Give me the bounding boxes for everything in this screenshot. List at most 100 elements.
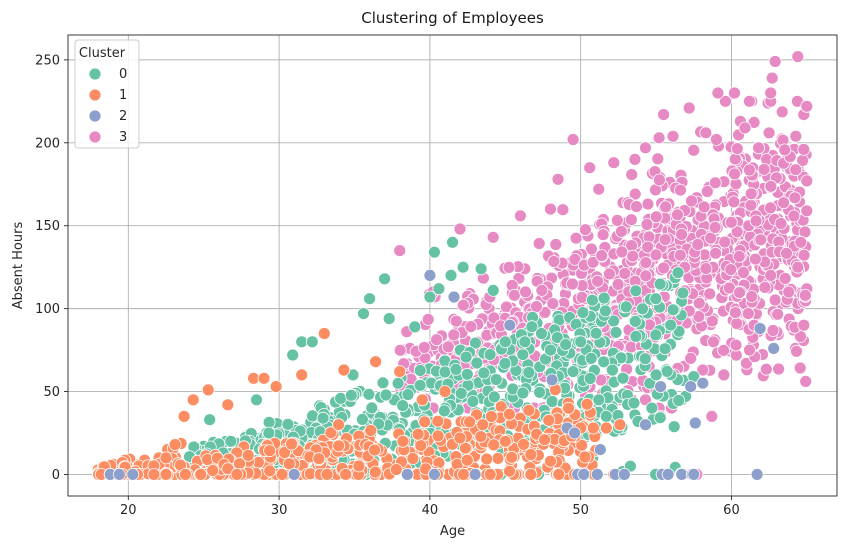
point-cluster-0	[597, 291, 611, 305]
point-cluster-3	[764, 201, 777, 215]
point-cluster-3	[691, 238, 705, 251]
point-cluster-3	[502, 260, 516, 274]
point-cluster-0	[627, 396, 641, 410]
point-cluster-3	[791, 50, 805, 63]
point-cluster-0	[660, 364, 674, 378]
point-cluster-1	[221, 398, 235, 412]
point-cluster-3	[682, 101, 696, 115]
point-cluster-3	[745, 290, 759, 303]
point-cluster-1	[599, 421, 613, 435]
point-cluster-0	[649, 368, 663, 382]
point-cluster-3	[708, 176, 722, 190]
point-cluster-0	[355, 412, 369, 426]
point-cluster-3	[657, 108, 670, 121]
point-cluster-0	[316, 411, 330, 425]
point-cluster-3	[766, 324, 780, 337]
point-cluster-0	[262, 415, 276, 429]
point-cluster-3	[546, 297, 560, 311]
point-cluster-1	[498, 434, 512, 448]
point-cluster-0	[597, 355, 611, 369]
point-cluster-3	[566, 277, 579, 291]
point-cluster-3	[639, 141, 652, 155]
point-cluster-3	[703, 287, 717, 301]
point-cluster-3	[741, 307, 755, 321]
point-cluster-1	[352, 459, 366, 473]
point-cluster-2	[661, 467, 675, 481]
point-cluster-3	[788, 191, 802, 205]
point-cluster-0	[376, 376, 390, 390]
point-cluster-0	[525, 320, 539, 334]
point-cluster-0	[483, 348, 497, 362]
point-cluster-0	[446, 235, 459, 249]
point-cluster-1	[194, 467, 208, 481]
legend-marker-1	[88, 88, 102, 102]
point-cluster-1	[241, 448, 255, 462]
point-cluster-3	[759, 362, 773, 376]
point-cluster-1	[487, 438, 501, 452]
point-cluster-1	[575, 438, 589, 452]
point-cluster-3	[556, 203, 570, 217]
point-cluster-3	[607, 156, 621, 170]
point-cluster-3	[675, 227, 688, 241]
point-cluster-3	[595, 249, 609, 263]
point-cluster-1	[337, 363, 351, 377]
point-cluster-3	[717, 343, 730, 357]
point-cluster-1	[414, 439, 428, 453]
legend: Cluster 0 1 2 3	[74, 39, 140, 149]
point-cluster-3	[687, 143, 701, 157]
point-cluster-3	[705, 409, 719, 423]
point-cluster-3	[640, 218, 654, 231]
point-cluster-2	[687, 467, 701, 481]
point-cluster-3	[719, 94, 732, 108]
point-cluster-3	[639, 269, 653, 283]
point-cluster-3	[743, 343, 756, 357]
point-cluster-1	[159, 467, 173, 481]
point-cluster-3	[800, 204, 814, 218]
point-cluster-0	[616, 371, 630, 385]
point-cluster-3	[744, 187, 758, 201]
point-cluster-1	[505, 450, 519, 464]
point-cluster-3	[449, 314, 463, 328]
y-tick-label: 100	[35, 302, 60, 317]
point-cluster-0	[574, 335, 588, 349]
y-tick-label: 200	[35, 136, 60, 151]
point-cluster-0	[365, 401, 379, 415]
point-cluster-3	[780, 246, 793, 260]
chart-title: Clustering of Employees	[361, 9, 544, 27]
point-cluster-1	[396, 434, 410, 448]
point-cluster-3	[579, 223, 592, 237]
point-cluster-0	[522, 366, 536, 379]
point-cluster-3	[774, 217, 788, 230]
point-cluster-3	[754, 233, 768, 247]
point-cluster-3	[764, 268, 778, 282]
point-cluster-0	[203, 413, 217, 427]
point-cluster-1	[542, 413, 556, 427]
point-cluster-0	[599, 304, 612, 318]
point-cluster-0	[498, 335, 512, 349]
point-cluster-2	[423, 268, 437, 282]
x-tick-label: 50	[572, 503, 589, 518]
legend-label-0: 0	[119, 67, 127, 82]
point-cluster-1	[524, 467, 538, 481]
point-cluster-3	[615, 224, 628, 238]
point-cluster-1	[406, 452, 420, 465]
point-cluster-1	[263, 464, 277, 478]
point-cluster-3	[666, 129, 680, 143]
point-cluster-3	[641, 197, 655, 211]
point-cluster-0	[477, 366, 491, 380]
point-cluster-3	[519, 285, 532, 299]
point-cluster-0	[444, 268, 458, 282]
point-cluster-0	[466, 395, 480, 408]
point-cluster-3	[430, 333, 444, 347]
point-cluster-1	[613, 418, 627, 432]
point-cluster-1	[457, 467, 470, 481]
point-cluster-0	[470, 356, 484, 370]
point-cluster-3	[603, 267, 616, 281]
point-cluster-1	[453, 431, 467, 445]
point-cluster-3	[651, 152, 665, 166]
point-cluster-0	[589, 326, 603, 340]
point-cluster-3	[611, 277, 625, 291]
point-cluster-3	[624, 213, 638, 227]
point-cluster-3	[768, 55, 782, 68]
point-cluster-3	[738, 121, 752, 135]
